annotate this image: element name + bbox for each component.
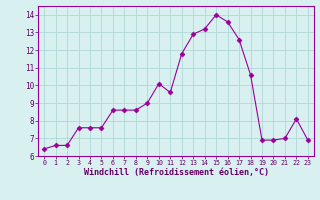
X-axis label: Windchill (Refroidissement éolien,°C): Windchill (Refroidissement éolien,°C): [84, 168, 268, 177]
